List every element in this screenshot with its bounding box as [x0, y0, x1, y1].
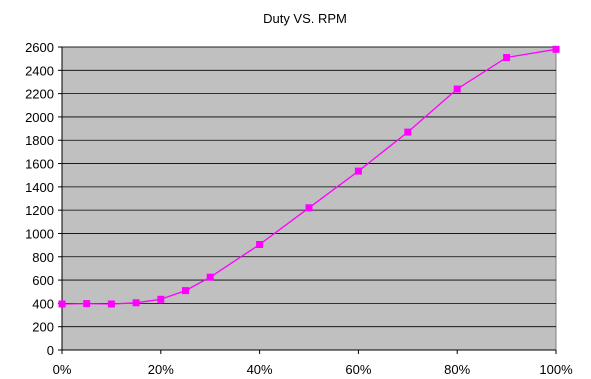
y-tick-label: 1600: [25, 157, 54, 172]
data-point: [83, 300, 91, 308]
data-point: [157, 295, 165, 303]
y-axis-tick-labels: 0 200 400 600 800 1000 1200 1400 1600 1800 2000 220…: [25, 40, 54, 358]
x-tick-label: 100%: [539, 362, 573, 377]
y-tick-label: 0: [47, 343, 54, 358]
y-tick-label: 200: [32, 320, 54, 335]
plot-area: [61, 46, 557, 351]
y-tick-label: 1000: [25, 226, 54, 241]
data-point: [552, 45, 560, 53]
data-point: [503, 54, 511, 61]
gridlines: [58, 46, 557, 354]
data-point: [132, 299, 140, 307]
data-point: [182, 287, 189, 295]
x-axis-tick-labels: 0% 20% 40% 60% 80% 100%: [53, 362, 573, 377]
data-point: [305, 204, 313, 212]
x-tick-label: 60%: [345, 362, 371, 377]
x-tick-label: 40%: [247, 362, 273, 377]
y-tick-label: 2400: [25, 63, 54, 78]
data-point: [404, 128, 412, 136]
data-point: [453, 85, 461, 93]
chart-title: Duty VS. RPM: [263, 11, 347, 26]
y-tick-label: 800: [32, 250, 54, 265]
y-tick-label: 400: [32, 296, 54, 311]
y-tick-label: 1200: [25, 203, 54, 218]
data-point: [354, 167, 362, 175]
x-tick-label: 0%: [53, 362, 72, 377]
y-tick-label: 1400: [25, 180, 54, 195]
y-tick-label: 600: [32, 273, 54, 288]
y-tick-label: 2200: [25, 87, 54, 102]
x-tick-label: 80%: [444, 362, 470, 377]
data-point: [58, 300, 66, 308]
series-line: [61, 48, 557, 305]
data-point: [256, 241, 264, 248]
y-tick-label: 2000: [25, 110, 54, 125]
y-tick-label: 1800: [25, 133, 54, 148]
y-tick-label: 2600: [25, 40, 54, 55]
data-point: [107, 300, 115, 308]
data-point: [206, 273, 214, 281]
x-tick-label: 20%: [148, 362, 174, 377]
series-markers: [58, 45, 560, 308]
axes: [61, 47, 556, 351]
